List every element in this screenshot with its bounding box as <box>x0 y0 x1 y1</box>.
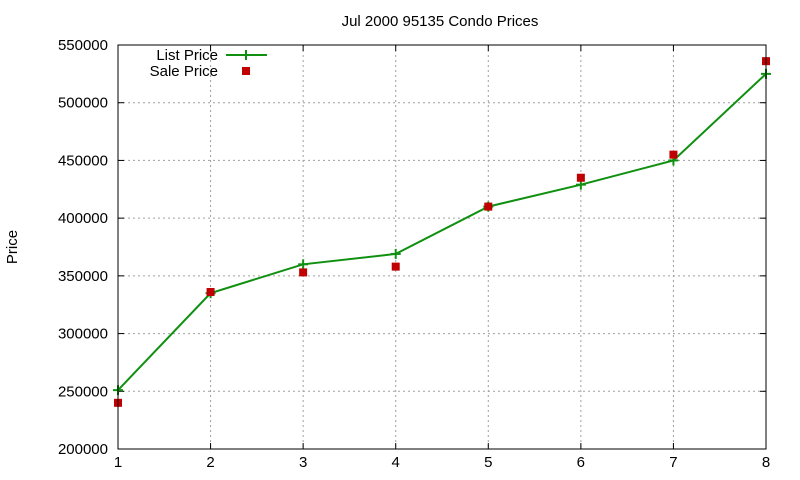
y-tick-label: 550000 <box>58 37 108 54</box>
sale-price-point <box>576 173 585 182</box>
y-tick-label: 350000 <box>58 268 108 285</box>
sale-price-point <box>669 150 678 159</box>
y-tick-label: 200000 <box>58 441 108 458</box>
sale-price-point <box>206 288 215 297</box>
x-tick-label: 7 <box>669 454 677 471</box>
x-tick-label: 8 <box>762 454 770 471</box>
list-price-line <box>117 73 767 391</box>
chart-title: Jul 2000 95135 Condo Prices <box>342 13 539 30</box>
y-tick-label: 300000 <box>58 326 108 343</box>
y-axis-label: Price <box>4 230 21 264</box>
x-tick-label: 3 <box>299 454 307 471</box>
series-marks <box>113 57 771 407</box>
x-tick-label: 6 <box>577 454 585 471</box>
y-tick-label: 250000 <box>58 383 108 400</box>
sale-price-point <box>299 268 308 277</box>
x-tick-label: 5 <box>484 454 492 471</box>
x-tick-labels: 1 2 3 4 5 6 7 8 <box>114 454 770 471</box>
sale-price-point <box>484 202 493 211</box>
x-tick-label: 1 <box>114 454 122 471</box>
list-price-point <box>298 259 309 270</box>
y-tick-labels: 200000 250000 300000 350000 400000 450000 5000… <box>58 37 108 458</box>
grid-lines <box>118 45 766 449</box>
x-tick-label: 4 <box>392 454 400 471</box>
legend-label-sale-price: Sale Price <box>150 63 218 80</box>
legend-swatch-square <box>242 67 250 75</box>
y-tick-label: 500000 <box>58 95 108 112</box>
axis-ticks <box>117 44 767 450</box>
plot-frame <box>117 44 767 450</box>
legend-label-list-price: List Price <box>156 47 218 64</box>
y-tick-label: 450000 <box>58 152 108 169</box>
sale-price-point <box>391 262 400 271</box>
list-price-point <box>390 248 401 259</box>
y-tick-label: 400000 <box>58 210 108 227</box>
x-tick-label: 2 <box>206 454 214 471</box>
